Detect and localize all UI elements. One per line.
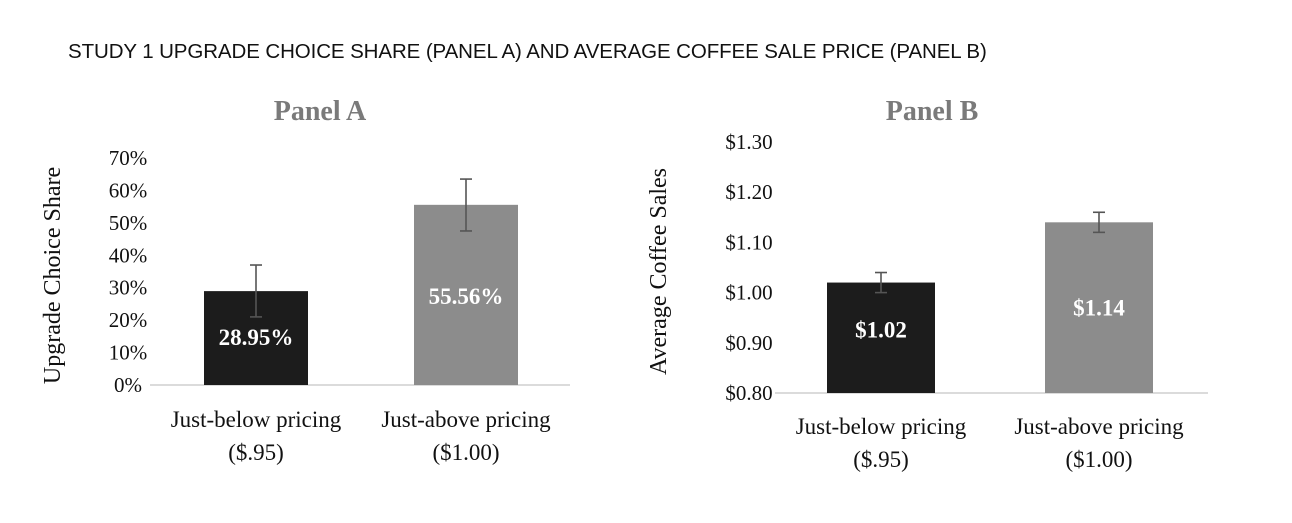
panel-a-y-tick-label: 40%	[109, 243, 148, 267]
panel-b-y-tick-label: $0.90	[725, 331, 772, 355]
panel-b-bar-just-below	[827, 282, 935, 393]
panel-a-category-sublabel: ($.95)	[228, 440, 284, 465]
panel-b-category-label: Just-below pricing	[796, 414, 967, 439]
panel-b-category-label: Just-above pricing	[1014, 414, 1184, 439]
panel-b-y-tick-label: $1.00	[725, 281, 772, 305]
panel-b-data-label: $1.14	[1073, 295, 1125, 320]
panel-b-y-tick-label: $0.80	[725, 381, 772, 405]
panel-b-data-label: $1.02	[855, 318, 907, 343]
panel-a-data-label: 55.56%	[429, 284, 504, 309]
panel-a-category-label: Just-below pricing	[171, 407, 342, 432]
figure-title: STUDY 1 UPGRADE CHOICE SHARE (PANEL A) A…	[68, 40, 987, 63]
panel-a-y-tick-label: 60%	[109, 178, 148, 202]
panel-b-bar-just-above	[1045, 222, 1153, 393]
panel-b-y-axis-label: Average Coffee Sales	[646, 168, 672, 375]
panel-a-category-label: Just-above pricing	[381, 407, 551, 432]
panel-b-title: Panel B	[886, 96, 979, 127]
panel-a-category-sublabel: ($1.00)	[432, 440, 499, 465]
panel-a-bar-just-above	[414, 204, 518, 385]
panel-b-y-tick-label: $1.10	[725, 230, 772, 254]
panel-a-data-label: 28.95%	[219, 325, 294, 350]
panel-a-y-tick-label: 50%	[109, 211, 148, 235]
panel-a-title: Panel A	[274, 96, 367, 127]
panel-a-y-tick-label: 20%	[109, 308, 148, 332]
panel-a-y-axis-label: Upgrade Choice Share	[40, 167, 66, 384]
panel-b-y-tick-label: $1.20	[725, 180, 772, 204]
panel-b-category-sublabel: ($1.00)	[1065, 447, 1132, 472]
panel-a-y-tick-label: 30%	[109, 276, 148, 300]
panel-b-y-tick-label: $1.30	[725, 130, 772, 154]
panel-a-y-tick-label: 0%	[114, 373, 142, 397]
panel-a-y-tick-label: 70%	[109, 146, 148, 170]
panel-b-category-sublabel: ($.95)	[853, 447, 909, 472]
panel-a-y-tick-label: 10%	[109, 341, 148, 365]
